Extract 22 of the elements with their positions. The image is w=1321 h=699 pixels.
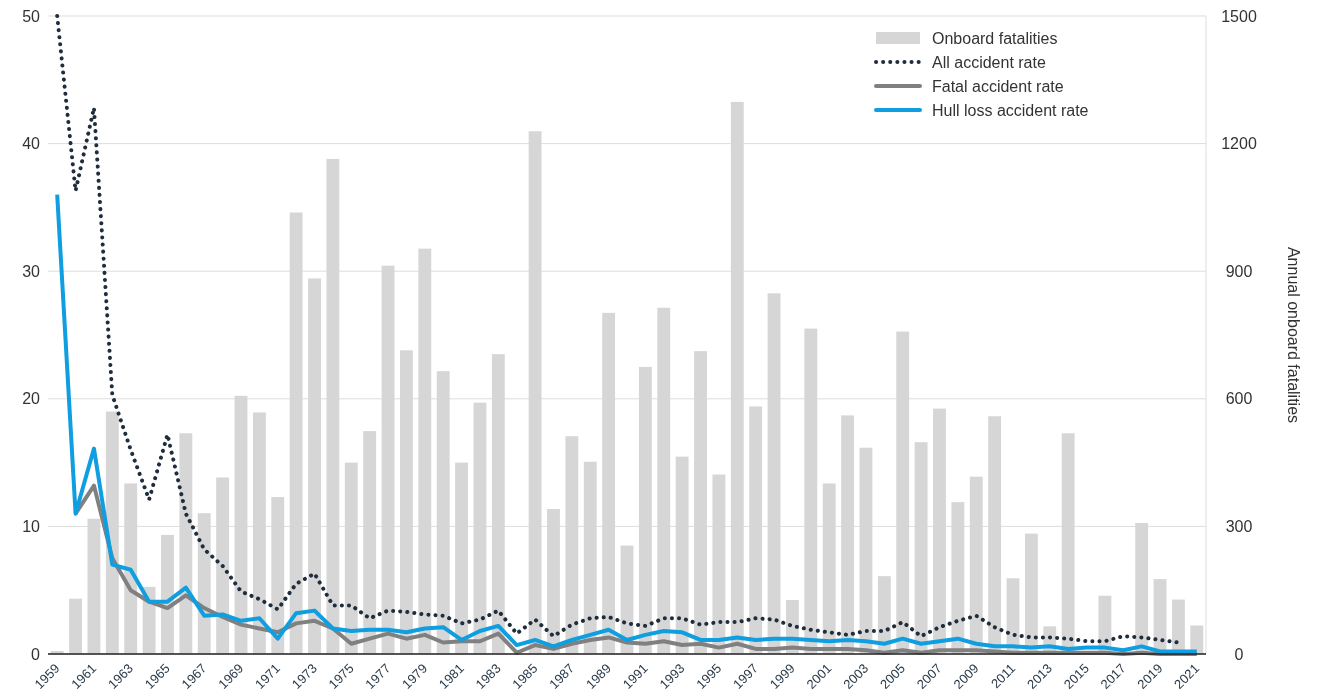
y2-tick-label: 900	[1225, 262, 1253, 280]
y2-tick-label: 600	[1225, 390, 1253, 408]
line-series	[55, 14, 1181, 645]
line-series	[55, 192, 1199, 654]
legend-label: Onboard fatalities	[932, 29, 1058, 47]
legend-label: Fatal accident rate	[932, 77, 1064, 95]
y-tick-label: 30	[22, 262, 41, 280]
bar	[161, 534, 174, 654]
y2-tick-label: 300	[1225, 518, 1253, 535]
y-tick-label: 40	[22, 135, 41, 153]
y2-tick-label: 0	[1234, 645, 1244, 663]
y-tick-label: 20	[22, 390, 41, 408]
legend-label: All accident rate	[932, 53, 1046, 71]
y2-tick-label: 1200	[1221, 135, 1257, 153]
y-tick-label: 0	[31, 645, 41, 663]
bar	[1024, 533, 1038, 654]
legend-label: Hull loss accident rate	[932, 101, 1089, 119]
y2-tick-label: 1500	[1221, 7, 1257, 25]
y2-axis-title: Annual onboard fatalities	[1285, 246, 1302, 424]
y-tick-label: 50	[22, 7, 41, 25]
bar	[69, 598, 82, 654]
y-tick-label: 10	[22, 518, 41, 535]
